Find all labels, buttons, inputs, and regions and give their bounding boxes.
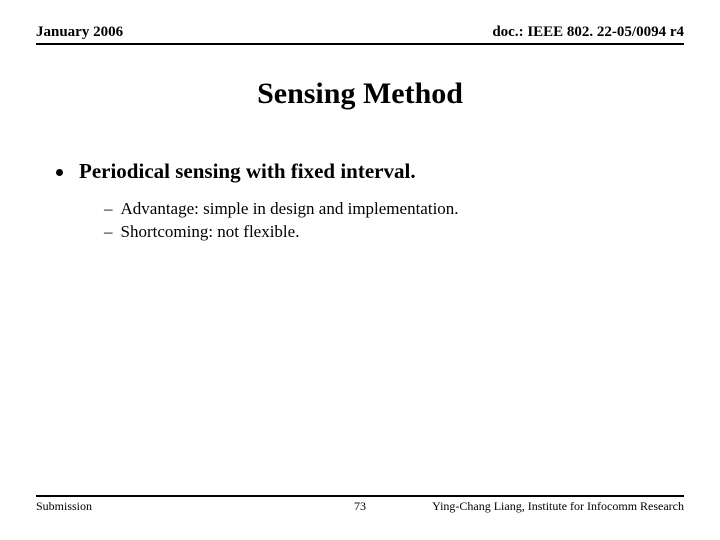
sub-bullet-item: – Advantage: simple in design and implem… bbox=[104, 198, 684, 221]
header: January 2006 doc.: IEEE 802. 22-05/0094 … bbox=[36, 24, 684, 45]
slide-title: Sensing Method bbox=[36, 77, 684, 111]
sub-bullet-list: – Advantage: simple in design and implem… bbox=[56, 198, 684, 244]
sub-bullet-text: Shortcoming: not flexible. bbox=[121, 221, 300, 244]
footer-page-number: 73 bbox=[354, 499, 366, 514]
sub-bullet-item: – Shortcoming: not flexible. bbox=[104, 221, 684, 244]
footer-row: Submission 73 Ying-Chang Liang, Institut… bbox=[36, 499, 684, 514]
footer-rule bbox=[36, 495, 684, 497]
footer: Submission 73 Ying-Chang Liang, Institut… bbox=[36, 495, 684, 514]
header-date: January 2006 bbox=[36, 24, 123, 41]
slide-page: January 2006 doc.: IEEE 802. 22-05/0094 … bbox=[0, 0, 720, 540]
content-area: Periodical sensing with fixed interval. … bbox=[36, 159, 684, 244]
bullet-dot-icon bbox=[56, 169, 63, 176]
footer-left: Submission bbox=[36, 499, 92, 514]
dash-icon: – bbox=[104, 198, 113, 221]
dash-icon: – bbox=[104, 221, 113, 244]
bullet-item: Periodical sensing with fixed interval. bbox=[56, 159, 684, 184]
footer-author: Ying-Chang Liang, Institute for Infocomm… bbox=[432, 499, 684, 514]
bullet-text: Periodical sensing with fixed interval. bbox=[79, 159, 416, 184]
sub-bullet-text: Advantage: simple in design and implemen… bbox=[121, 198, 459, 221]
header-doc-id: doc.: IEEE 802. 22-05/0094 r4 bbox=[492, 24, 684, 41]
